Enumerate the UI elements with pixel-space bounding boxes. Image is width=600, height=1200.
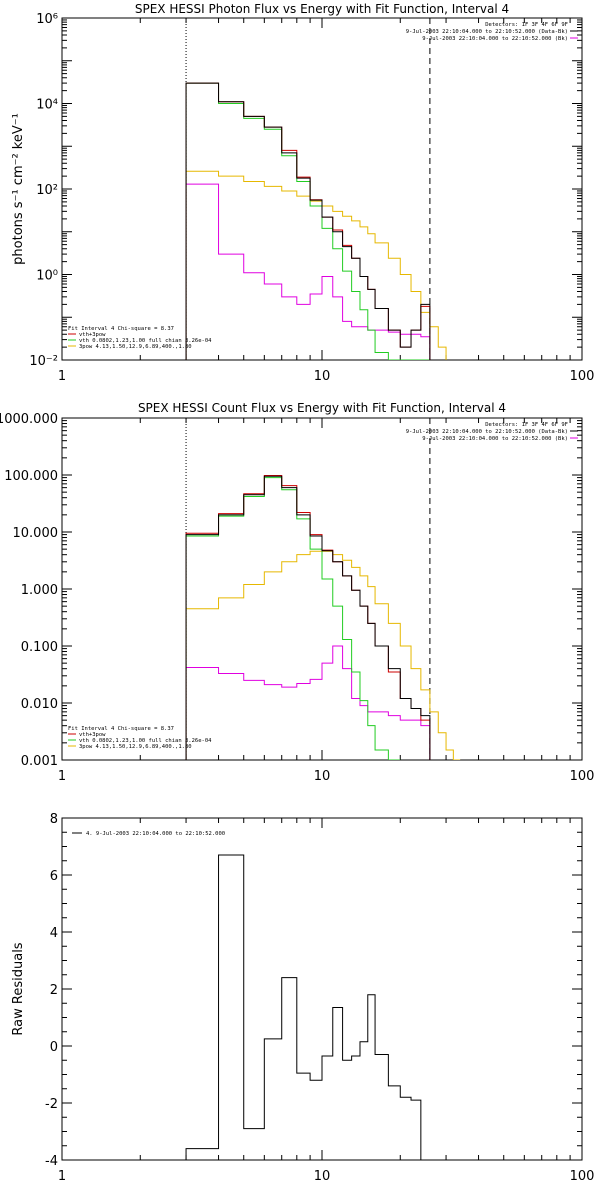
plot-frame: [61, 817, 583, 1161]
legend-label: 3pow 4.13,1.50,12.9,6.89,400.,1.80: [79, 744, 192, 750]
x-tick-label: 100: [570, 769, 595, 784]
chart-title: SPEX HESSI Photon Flux vs Energy with Fi…: [135, 2, 509, 16]
series-data: [185, 82, 431, 360]
legend-label: vth+3pow: [79, 732, 106, 738]
legend-title: Fit Interval 4 Chi-square = 8.37: [68, 326, 174, 332]
chart-title: SPEX HESSI Count Flux vs Energy with Fit…: [138, 401, 506, 415]
y-tick-label: 10.000: [13, 526, 59, 541]
series-thermal: [185, 82, 430, 360]
series-group: [185, 82, 447, 360]
y-tick-label: 6: [50, 869, 58, 884]
series-model: [185, 475, 431, 760]
chart-panel-2: SPEX HESSI Count Flux vs Energy with Fit…: [0, 401, 594, 784]
legend-label: vth 0.0802,1.23,1.00 full chian 3.26e-04: [79, 738, 212, 744]
y-tick-label: 8: [50, 812, 58, 827]
y-tick-label: -4: [45, 1154, 58, 1169]
series-powerlaw: [185, 550, 461, 760]
x-tick-label: 10: [314, 1169, 331, 1184]
x-tick-label: 1: [58, 1169, 66, 1184]
header-line: Detectors: 1F 3F 4F 6F 9F: [485, 22, 568, 28]
legend-label: 4. 9-Jul-2003 22:10:04.000 to 22:10:52.0…: [86, 831, 225, 837]
header-line: 9-Jul-2003 22:10:04.000 to 22:10:52.000 …: [422, 36, 568, 42]
y-tick-label: 2: [50, 983, 58, 998]
legend-label: vth 0.0802,1.23,1.00 full chian 3.26e-04: [79, 338, 212, 344]
header-line: 9-Jul-2003 22:10:04.000 to 22:10:52.000 …: [406, 29, 568, 35]
x-tick-label: 100: [570, 369, 595, 384]
header-line: 9-Jul-2003 22:10:04.000 to 22:10:52.000 …: [422, 436, 568, 442]
series-group: [185, 854, 430, 1160]
chart-panel-1: SPEX HESSI Photon Flux vs Energy with Fi…: [11, 2, 594, 384]
y-tick-label: 10⁻²: [29, 354, 58, 369]
y-tick-label: 100.000: [4, 469, 58, 484]
header-line: 9-Jul-2003 22:10:04.000 to 22:10:52.000 …: [406, 429, 568, 435]
legend-label: vth+3pow: [79, 332, 106, 338]
series-group: [185, 475, 461, 760]
plot-frame: [61, 417, 583, 761]
legend-label: 3pow 4.13,1.50,12.9,6.89,400.,1.80: [79, 344, 192, 350]
chart-panel-3: 1 10 100 -4 -2 0 2 4 6 8 Raw Residuals 4. 9-Jul-200…: [11, 812, 594, 1184]
x-tick-label: 1: [58, 369, 66, 384]
x-tick-label: 1: [58, 769, 66, 784]
series-background: [185, 183, 431, 360]
plot-frame: [61, 17, 583, 361]
y-tick-label: 10⁰: [36, 269, 58, 284]
y-tick-label: 1000.000: [0, 412, 58, 427]
y-tick-label: 10⁶: [36, 12, 58, 27]
x-tick-label: 100: [570, 1169, 595, 1184]
y-tick-label: 4: [50, 926, 58, 941]
legend-title: Fit Interval 4 Chi-square = 8.37: [68, 726, 174, 732]
y-axis-label: Raw Residuals: [11, 942, 26, 1035]
x-tick-label: 10: [314, 369, 331, 384]
header-line: Detectors: 1F 3F 4F 6F 9F: [485, 422, 568, 428]
x-tick-label: 10: [314, 769, 331, 784]
y-tick-label: 0.100: [21, 640, 58, 655]
series-residuals: [185, 854, 430, 1160]
y-tick-label: 0.001: [21, 754, 58, 769]
series-model: [185, 82, 431, 360]
y-tick-label: 1.000: [21, 583, 58, 598]
series-background: [185, 645, 431, 760]
y-axis-label: photons s⁻¹ cm⁻² keV⁻¹: [11, 113, 26, 265]
y-tick-label: 0.010: [21, 697, 58, 712]
y-tick-label: -2: [45, 1097, 58, 1112]
series-powerlaw: [185, 170, 447, 360]
y-tick-label: 10⁴: [36, 98, 58, 113]
y-tick-label: 10²: [36, 183, 58, 198]
series-data: [185, 475, 431, 760]
y-tick-label: 0: [50, 1040, 58, 1055]
